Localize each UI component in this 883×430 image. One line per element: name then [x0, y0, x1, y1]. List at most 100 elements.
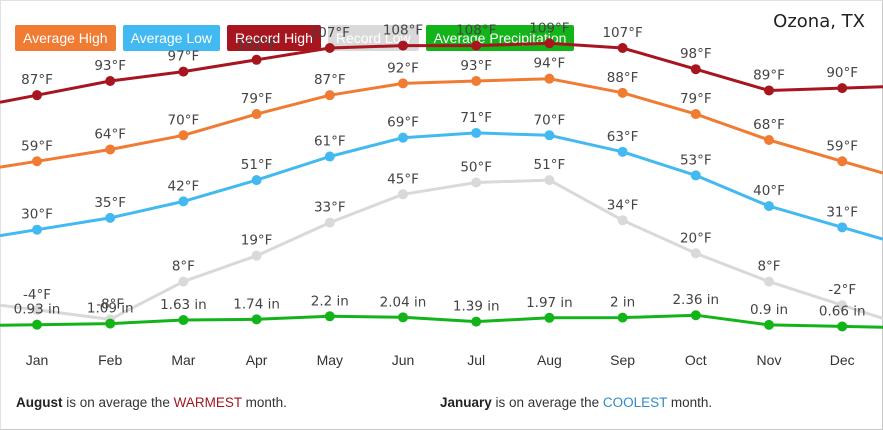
point-average-low-oct[interactable] — [690, 170, 701, 181]
x-tick-label-jan: Jan — [26, 352, 49, 368]
data-label-average-precipitation-aug: 1.97 in — [526, 295, 573, 311]
data-label-record-high-jun: 108°F — [383, 23, 423, 39]
coolest-note: January is on average the COOLEST month. — [440, 395, 712, 410]
line-record-low — [0, 178, 883, 321]
point-record-low-jul[interactable] — [471, 177, 482, 188]
coolest-end: month. — [667, 395, 713, 410]
point-average-high-nov[interactable] — [764, 135, 774, 146]
point-average-high-may[interactable] — [324, 90, 335, 101]
point-average-low-aug[interactable] — [544, 130, 555, 141]
point-record-high-apr[interactable] — [251, 54, 262, 65]
data-label-average-low-sep: 63°F — [607, 129, 639, 145]
point-average-low-dec[interactable] — [837, 222, 848, 233]
location-title: Ozona, TX — [773, 11, 865, 32]
point-average-low-sep[interactable] — [617, 146, 628, 157]
point-average-precipitation-apr[interactable] — [251, 314, 262, 325]
point-average-high-apr[interactable] — [251, 109, 262, 120]
point-record-high-aug[interactable] — [544, 38, 555, 49]
point-average-precipitation-aug[interactable] — [544, 312, 555, 323]
data-label-average-precipitation-jul: 1.39 in — [453, 299, 500, 315]
x-tick-label-jun: Jun — [392, 352, 415, 368]
point-average-precipitation-feb[interactable] — [105, 318, 116, 329]
data-label-average-low-feb: 35°F — [94, 195, 126, 211]
point-average-precipitation-jun[interactable] — [398, 312, 408, 323]
point-average-high-oct[interactable] — [690, 109, 701, 120]
point-record-low-sep[interactable] — [617, 215, 628, 226]
x-tick-label-jul: Jul — [467, 352, 485, 368]
point-record-low-apr[interactable] — [251, 250, 262, 261]
point-record-low-may[interactable] — [324, 217, 335, 228]
point-average-precipitation-may[interactable] — [324, 311, 335, 322]
x-tick-label-may: May — [317, 352, 343, 368]
point-record-high-jan[interactable] — [32, 90, 42, 101]
coolest-month: January — [440, 395, 492, 410]
point-average-low-jan[interactable] — [32, 224, 42, 235]
warmest-text: is on average the — [62, 395, 174, 410]
point-average-low-feb[interactable] — [105, 212, 116, 223]
point-record-low-dec[interactable] — [837, 300, 848, 311]
x-tick-label-sep: Sep — [610, 352, 635, 368]
point-average-low-may[interactable] — [324, 151, 335, 162]
data-label-average-high-nov: 68°F — [753, 117, 785, 133]
data-label-average-precipitation-may: 2.2 in — [311, 293, 349, 309]
point-average-low-apr[interactable] — [251, 175, 262, 186]
line-average-precipitation — [0, 313, 883, 329]
data-label-record-high-feb: 93°F — [94, 58, 126, 74]
point-record-low-aug[interactable] — [544, 175, 555, 186]
point-record-high-oct[interactable] — [690, 64, 701, 75]
data-label-average-high-jun: 92°F — [387, 60, 419, 76]
line-average-low — [0, 131, 883, 241]
point-average-high-aug[interactable] — [544, 73, 555, 84]
point-record-high-nov[interactable] — [764, 85, 774, 96]
point-average-low-jul[interactable] — [471, 127, 482, 138]
data-label-average-high-dec: 59°F — [826, 138, 858, 154]
point-average-precipitation-mar[interactable] — [178, 315, 189, 326]
legend-item-average-high[interactable]: Average High — [15, 25, 116, 51]
point-record-high-may[interactable] — [324, 42, 335, 53]
data-label-record-high-oct: 98°F — [680, 46, 712, 62]
point-record-high-feb[interactable] — [105, 76, 116, 87]
point-average-low-nov[interactable] — [764, 201, 774, 212]
legend-item-record-high[interactable]: Record High — [227, 25, 321, 51]
point-average-high-feb[interactable] — [105, 144, 116, 155]
data-label-record-low-sep: 34°F — [607, 197, 639, 213]
data-label-record-high-aug: 109°F — [529, 20, 569, 36]
data-label-average-low-jun: 69°F — [387, 115, 419, 131]
x-tick-label-mar: Mar — [171, 352, 195, 368]
point-record-high-jun[interactable] — [398, 40, 408, 51]
point-record-low-nov[interactable] — [764, 276, 774, 287]
series-average-low: 30°F 35°F 42°F 51°F 61°F 69°F 71°F 70°F 63°F 53°F… — [0, 110, 883, 241]
data-label-record-low-jun: 45°F — [387, 171, 419, 187]
data-label-average-precipitation-dec: 0.66 in — [819, 303, 866, 319]
point-average-precipitation-nov[interactable] — [764, 319, 774, 330]
point-average-precipitation-jul[interactable] — [471, 316, 482, 327]
point-record-high-jul[interactable] — [471, 40, 482, 51]
point-record-low-mar[interactable] — [178, 276, 189, 287]
data-label-record-low-feb: -8°F — [96, 296, 124, 312]
data-label-record-low-dec: -2°F — [828, 282, 856, 298]
point-average-high-mar[interactable] — [178, 130, 189, 141]
x-tick-label-oct: Oct — [685, 352, 707, 368]
point-average-low-jun[interactable] — [398, 132, 408, 143]
data-label-record-low-oct: 20°F — [680, 230, 712, 246]
point-record-low-jun[interactable] — [398, 189, 408, 200]
point-record-high-dec[interactable] — [837, 83, 848, 94]
point-average-high-jul[interactable] — [471, 76, 482, 87]
point-average-high-dec[interactable] — [837, 156, 848, 167]
point-average-precipitation-sep[interactable] — [617, 312, 628, 323]
line-record-high — [0, 41, 883, 104]
point-average-precipitation-oct[interactable] — [690, 310, 701, 321]
point-record-low-jan[interactable] — [32, 304, 42, 315]
point-average-high-jan[interactable] — [32, 156, 42, 167]
data-label-average-high-feb: 64°F — [94, 126, 126, 142]
data-label-average-low-apr: 51°F — [241, 157, 273, 173]
point-record-high-mar[interactable] — [178, 66, 189, 77]
point-average-precipitation-dec[interactable] — [837, 321, 848, 332]
point-average-high-jun[interactable] — [398, 78, 408, 89]
legend-item-average-low[interactable]: Average Low — [122, 25, 221, 51]
point-record-high-sep[interactable] — [617, 42, 628, 53]
point-average-high-sep[interactable] — [617, 87, 628, 98]
point-record-low-oct[interactable] — [690, 248, 701, 259]
point-average-low-mar[interactable] — [178, 196, 189, 207]
point-average-precipitation-jan[interactable] — [32, 319, 42, 330]
